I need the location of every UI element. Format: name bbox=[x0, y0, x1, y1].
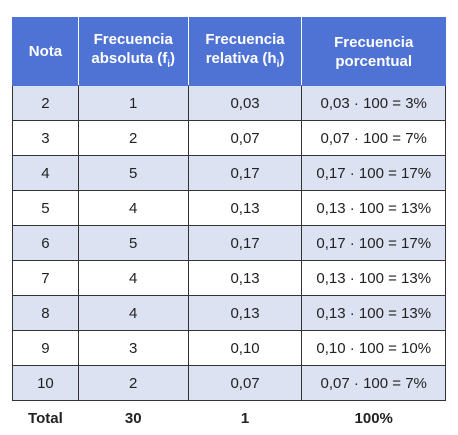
table-cell: 5 bbox=[78, 156, 188, 191]
table-cell: 3 bbox=[13, 121, 79, 156]
table-cell: 0,17 bbox=[188, 226, 302, 261]
table-cell: 2 bbox=[78, 121, 188, 156]
table-cell: 0,13 bbox=[188, 261, 302, 296]
header-text: Frecuencia relativa (h bbox=[205, 31, 284, 67]
table-cell: 4 bbox=[78, 261, 188, 296]
table-cell: 0,13 · 100 = 13% bbox=[302, 296, 446, 331]
table-cell: 9 bbox=[13, 331, 79, 366]
table-cell: 6 bbox=[13, 226, 79, 261]
table-cell: 0,13 · 100 = 13% bbox=[302, 261, 446, 296]
table-cell: 0,07 · 100 = 7% bbox=[302, 366, 446, 401]
header-text-end: ) bbox=[279, 50, 284, 67]
table-cell: 0,17 · 100 = 17% bbox=[302, 226, 446, 261]
total-cell: 100% bbox=[302, 401, 446, 435]
table-cell: 0,13 · 100 = 13% bbox=[302, 191, 446, 226]
table-cell: 4 bbox=[78, 296, 188, 331]
header-cell: Frecuencia porcentual bbox=[302, 18, 446, 86]
table-cell: 2 bbox=[78, 366, 188, 401]
table-cell: 4 bbox=[78, 191, 188, 226]
table-cell: 4 bbox=[13, 156, 79, 191]
table-cell: 0,13 bbox=[188, 296, 302, 331]
table-cell: 2 bbox=[13, 86, 79, 121]
header-text-end: ) bbox=[170, 50, 175, 67]
table-cell: 0,17 · 100 = 17% bbox=[302, 156, 446, 191]
header-text: Frecuencia porcentual bbox=[334, 34, 413, 70]
table-cell: 8 bbox=[13, 296, 79, 331]
header-text: Frecuencia absoluta (f bbox=[91, 31, 172, 67]
table-cell: 10 bbox=[13, 366, 79, 401]
table-cell: 1 bbox=[78, 86, 188, 121]
table-cell: 5 bbox=[78, 226, 188, 261]
table-cell: 0,07 bbox=[188, 121, 302, 156]
table-cell: 7 bbox=[13, 261, 79, 296]
total-cell: 30 bbox=[78, 401, 188, 435]
header-cell: Nota bbox=[13, 18, 79, 86]
table-cell: 0,17 bbox=[188, 156, 302, 191]
table-cell: 0,03 bbox=[188, 86, 302, 121]
total-cell: 1 bbox=[188, 401, 302, 435]
table-cell: 0,10 · 100 = 10% bbox=[302, 331, 446, 366]
table-cell: 0,07 bbox=[188, 366, 302, 401]
header-cell: Frecuencia absoluta (fi) bbox=[78, 18, 188, 86]
table-cell: 0,10 bbox=[188, 331, 302, 366]
header-cell: Frecuencia relativa (hi) bbox=[188, 18, 302, 86]
table-cell: 0,07 · 100 = 7% bbox=[302, 121, 446, 156]
table-cell: 0,13 bbox=[188, 191, 302, 226]
header-text: Nota bbox=[29, 43, 62, 60]
table-cell: 5 bbox=[13, 191, 79, 226]
table-cell: 3 bbox=[78, 331, 188, 366]
total-cell: Total bbox=[13, 401, 79, 435]
table-cell: 0,03 · 100 = 3% bbox=[302, 86, 446, 121]
